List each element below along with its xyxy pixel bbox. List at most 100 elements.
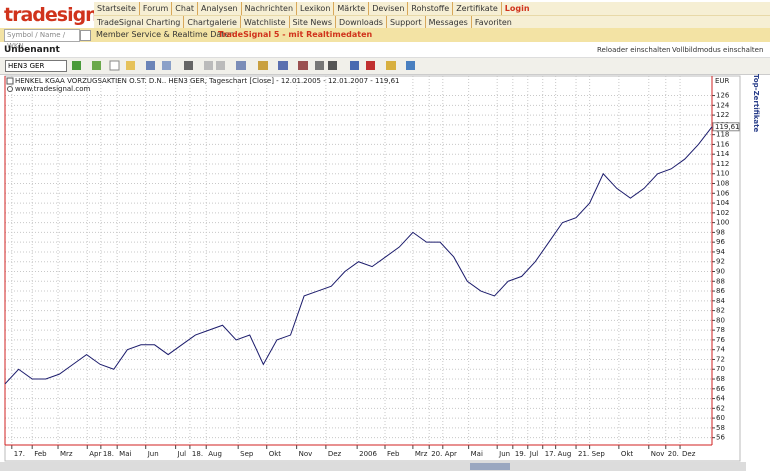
- nav-link[interactable]: Support: [385, 16, 425, 29]
- tool-icon[interactable]: [258, 61, 268, 70]
- y-tick-label: 98: [716, 228, 725, 236]
- tool-icon[interactable]: [162, 61, 171, 70]
- x-tick-label: Dez: [682, 450, 696, 458]
- y-tick-label: 64: [716, 395, 725, 403]
- x-tick-label: Apr: [89, 450, 101, 458]
- y-tick-label: 60: [716, 414, 725, 422]
- x-tick-label: Dez: [328, 450, 342, 458]
- nav-link[interactable]: Site News: [288, 16, 336, 29]
- chart-frame: [4, 75, 741, 462]
- tool-icon[interactable]: [92, 61, 101, 70]
- y-tick-label: 62: [716, 404, 725, 412]
- y-tick-label: 84: [716, 297, 725, 305]
- x-tick-label: 21.: [578, 450, 589, 458]
- x-tick-label: Nov: [651, 450, 665, 458]
- tool-icon[interactable]: [126, 61, 135, 70]
- y-tick-label: 94: [716, 248, 725, 256]
- nav-link[interactable]: Favoriten: [470, 16, 515, 29]
- side-tab[interactable]: Top-Zertifikate: [748, 70, 764, 190]
- y-tick-label: 116: [716, 140, 730, 148]
- y-tick-label: 74: [716, 346, 725, 354]
- x-tick-label: Sep: [592, 450, 606, 458]
- last-price-label: 119,61: [715, 123, 740, 131]
- nav-link[interactable]: Messages: [424, 16, 471, 29]
- y-tick-label: 106: [716, 189, 730, 197]
- search-row: Symbol / Name / WKN Member Service & Rea…: [0, 28, 770, 50]
- tool-icon[interactable]: [204, 61, 213, 70]
- x-tick-label: 17.: [545, 450, 556, 458]
- x-tick-label: Jul: [177, 450, 187, 458]
- nav-link[interactable]: Watchliste: [239, 16, 289, 29]
- nav-link[interactable]: Nachrichten: [240, 2, 296, 15]
- tool-icon[interactable]: [278, 61, 288, 70]
- nav-link[interactable]: Märkte: [333, 2, 368, 15]
- y-tick-label: 110: [716, 170, 729, 178]
- reloader-link[interactable]: Reloader einschalten: [597, 46, 671, 54]
- x-tick-label: 17.: [14, 450, 25, 458]
- chart: 5658606264666870727476788082848688909294…: [0, 75, 746, 471]
- tool-icon[interactable]: [236, 61, 246, 70]
- sub-nav: TradeSignal Charting Chartgalerie Watchlis…: [94, 15, 770, 29]
- fullscreen-link[interactable]: Vollbildmodus einschalten: [672, 46, 764, 54]
- scrollbar[interactable]: [0, 462, 746, 471]
- side-tab-label[interactable]: Top-Zertifikate: [752, 74, 760, 133]
- y-tick-label: 124: [716, 101, 730, 109]
- x-tick-label: 2006: [359, 450, 377, 458]
- y-tick-label: 82: [716, 307, 725, 315]
- tool-icon[interactable]: [184, 61, 193, 70]
- x-tick-label: Mrz: [415, 450, 428, 458]
- tool-icon[interactable]: [146, 61, 155, 70]
- y-tick-label: 112: [716, 160, 729, 168]
- nav-link[interactable]: Analysen: [197, 2, 241, 15]
- tool-icon[interactable]: [366, 61, 375, 70]
- y-tick-label: 118: [716, 131, 729, 139]
- nav-link[interactable]: Chat: [171, 2, 197, 15]
- nav-link[interactable]: Devisen: [368, 2, 407, 15]
- subtitle-icon: [7, 86, 13, 92]
- tool-icon[interactable]: [216, 61, 225, 70]
- member-link[interactable]: Member Service & Realtime Daten: [96, 30, 235, 39]
- tool-icon[interactable]: [72, 61, 81, 70]
- tool-icon[interactable]: [406, 61, 415, 70]
- tool-icon[interactable]: [350, 61, 359, 70]
- tool-icon[interactable]: [386, 61, 396, 70]
- x-tick-label: Nov: [299, 450, 313, 458]
- search-button[interactable]: [80, 30, 91, 41]
- x-tick-label: Mai: [471, 450, 483, 458]
- tool-icon[interactable]: [109, 60, 120, 71]
- y-tick-label: 58: [716, 424, 725, 432]
- nav-link[interactable]: Lexikon: [296, 2, 333, 15]
- nav-link[interactable]: Chartgalerie: [183, 16, 240, 29]
- nav-link[interactable]: Forum: [138, 2, 171, 15]
- symbol-select[interactable]: HEN3 GER: [5, 60, 67, 72]
- toolbar-icons: [72, 60, 415, 71]
- search-input[interactable]: Symbol / Name / WKN: [4, 29, 80, 50]
- last-price-box: [712, 122, 740, 132]
- y-tick-label: 102: [716, 209, 729, 217]
- scrollbar-thumb[interactable]: [470, 463, 510, 470]
- logo[interactable]: tradesignal: [4, 4, 116, 26]
- y-tick-label: 56: [716, 434, 725, 442]
- tool-icon[interactable]: [315, 61, 324, 70]
- x-tick-label: Mrz: [60, 450, 73, 458]
- x-tick-label: Aug: [558, 450, 572, 458]
- x-tick-label: Jun: [147, 450, 159, 458]
- nav-link[interactable]: Downloads: [335, 16, 386, 29]
- y-tick-label: 122: [716, 111, 729, 119]
- y-tick-label: 70: [716, 365, 725, 373]
- y-tick-label: 92: [716, 258, 725, 266]
- chart-title: HENKEL KGAA VORZUGSAKTIEN O.ST. D.N.. HE…: [15, 77, 400, 85]
- nav-link[interactable]: Startseite: [97, 4, 136, 13]
- y-tick-label: 76: [716, 336, 725, 344]
- x-tick-label: 20.: [668, 450, 679, 458]
- tool-icon[interactable]: [328, 61, 337, 70]
- promo-link[interactable]: TradeSignal 5 - mit Realtimedaten: [218, 30, 373, 39]
- x-tick-label: Aug: [208, 450, 222, 458]
- x-tick-label: 18.: [103, 450, 114, 458]
- nav-link[interactable]: Rohstoffe: [407, 2, 452, 15]
- nav-link[interactable]: Zertifikate: [452, 2, 501, 15]
- nav-link[interactable]: TradeSignal Charting: [97, 18, 181, 27]
- x-tick-label: 18.: [192, 450, 203, 458]
- nav-link[interactable]: Login: [500, 2, 533, 15]
- tool-icon[interactable]: [298, 61, 308, 70]
